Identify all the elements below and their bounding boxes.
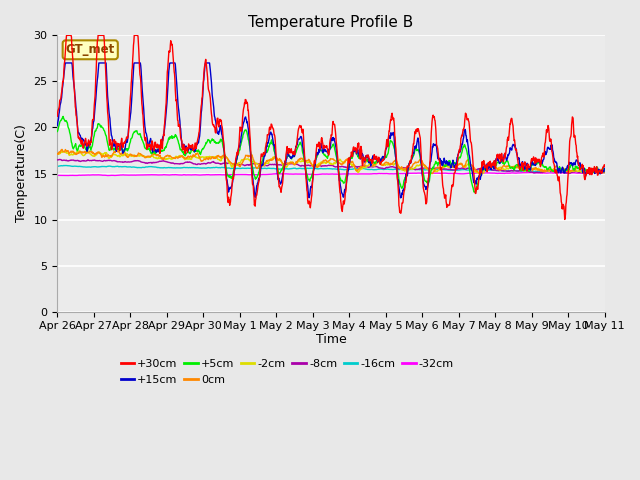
Title: Temperature Profile B: Temperature Profile B — [248, 15, 413, 30]
Text: GT_met: GT_met — [66, 43, 115, 56]
X-axis label: Time: Time — [316, 333, 346, 346]
Y-axis label: Temperature(C): Temperature(C) — [15, 125, 28, 222]
Legend: +30cm, +15cm, +5cm, 0cm, -2cm, -8cm, -16cm, -32cm: +30cm, +15cm, +5cm, 0cm, -2cm, -8cm, -16… — [116, 355, 458, 389]
